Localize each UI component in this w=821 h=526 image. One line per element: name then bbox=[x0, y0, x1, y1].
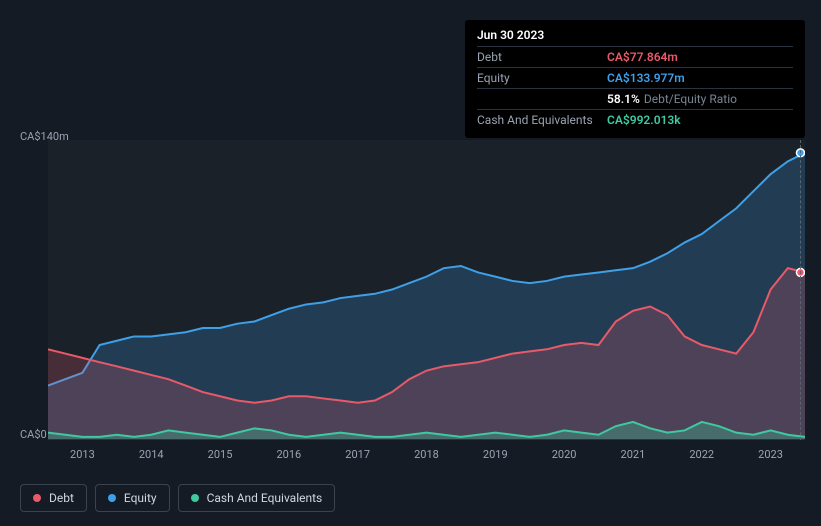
tooltip-row-label: Equity bbox=[477, 71, 607, 85]
x-axis-tick: 2022 bbox=[667, 448, 736, 461]
tooltip-row-suffix: Debt/Equity Ratio bbox=[644, 92, 737, 106]
y-axis-label: CA$0 bbox=[20, 428, 47, 441]
legend: Debt Equity Cash And Equivalents bbox=[20, 484, 335, 512]
x-axis-tick: 2013 bbox=[48, 448, 117, 461]
x-axis-tick: 2016 bbox=[254, 448, 323, 461]
legend-dot bbox=[191, 494, 199, 502]
tooltip-row-label bbox=[477, 92, 607, 106]
tooltip-row: DebtCA$77.864m bbox=[477, 46, 793, 67]
x-axis-tick: 2015 bbox=[186, 448, 255, 461]
legend-label: Cash And Equivalents bbox=[207, 491, 323, 505]
x-axis-tick: 2014 bbox=[117, 448, 186, 461]
tooltip-row-value: CA$77.864m bbox=[607, 50, 678, 64]
x-axis-tick: 2020 bbox=[530, 448, 599, 461]
tooltip-row-value: 58.1%Debt/Equity Ratio bbox=[607, 92, 737, 106]
legend-dot bbox=[108, 494, 116, 502]
legend-dot bbox=[33, 494, 41, 502]
debt-equity-chart: CA$140mCA$0 2013201420152016201720182019… bbox=[0, 120, 821, 480]
x-axis-labels: 2013201420152016201720182019202020212022… bbox=[48, 448, 805, 461]
legend-item-equity[interactable]: Equity bbox=[95, 484, 170, 512]
legend-label: Debt bbox=[49, 491, 74, 505]
tooltip-date: Jun 30 2023 bbox=[477, 28, 793, 46]
x-axis-tick: 2017 bbox=[323, 448, 392, 461]
tooltip-row-label: Debt bbox=[477, 50, 607, 64]
tooltip-row-value: CA$133.977m bbox=[607, 71, 685, 85]
tooltip-row: EquityCA$133.977m bbox=[477, 67, 793, 88]
x-axis-tick: 2018 bbox=[392, 448, 461, 461]
legend-item-debt[interactable]: Debt bbox=[20, 484, 87, 512]
plot-area[interactable] bbox=[48, 140, 805, 440]
x-axis-tick: 2019 bbox=[461, 448, 530, 461]
legend-item-cash-and-equivalents[interactable]: Cash And Equivalents bbox=[178, 484, 336, 512]
legend-label: Equity bbox=[124, 491, 157, 505]
x-axis-tick: 2023 bbox=[736, 448, 805, 461]
tooltip-row: 58.1%Debt/Equity Ratio bbox=[477, 88, 793, 109]
hover-line bbox=[800, 140, 801, 440]
x-axis-tick: 2021 bbox=[599, 448, 668, 461]
